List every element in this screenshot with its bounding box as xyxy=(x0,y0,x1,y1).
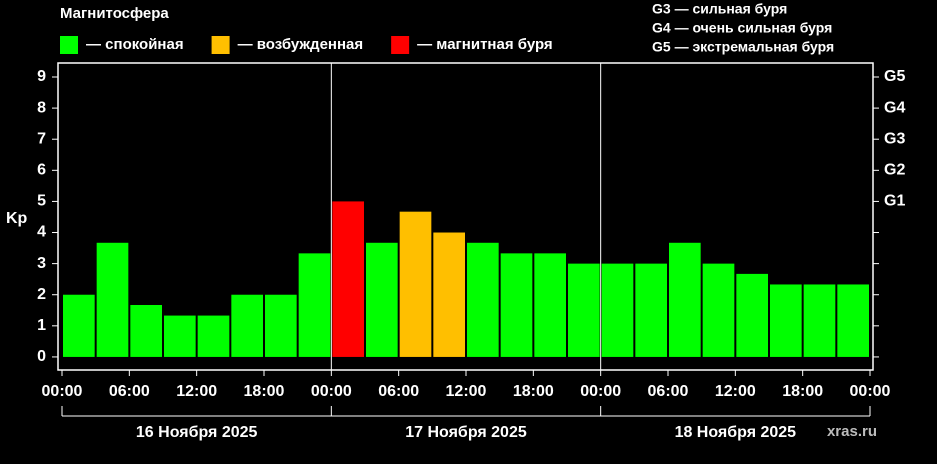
y-tick-label: 4 xyxy=(37,224,46,241)
g-tick-label: G4 xyxy=(884,99,905,116)
g-tick-label: G1 xyxy=(884,193,905,210)
legend-swatch xyxy=(391,36,410,54)
bar xyxy=(265,294,297,357)
bar xyxy=(500,253,533,357)
y-axis-label: Kp xyxy=(6,210,28,227)
y-tick-label: 0 xyxy=(37,348,46,365)
y-tick-label: 1 xyxy=(37,317,46,334)
bar xyxy=(63,294,95,357)
bar xyxy=(702,263,735,357)
note: G4 — очень сильная буря xyxy=(652,20,832,36)
x-tick-label: 06:00 xyxy=(378,383,419,400)
bar xyxy=(803,284,836,357)
legend-label: — спокойная xyxy=(86,36,184,53)
bar xyxy=(534,253,566,357)
bar xyxy=(130,304,162,357)
y-tick-label: 9 xyxy=(37,68,46,85)
bar xyxy=(568,263,600,357)
bar xyxy=(635,263,667,357)
bar xyxy=(197,315,230,357)
note: G3 — сильная буря xyxy=(652,1,787,17)
x-tick-label: 06:00 xyxy=(109,383,150,400)
x-tick-label: 18:00 xyxy=(782,383,823,400)
x-tick-label: 18:00 xyxy=(244,383,285,400)
bar xyxy=(736,273,768,357)
legend-label: — магнитная буря xyxy=(417,36,553,53)
g-tick-label: G2 xyxy=(884,162,905,179)
x-tick-label: 00:00 xyxy=(850,383,891,400)
note: G5 — экстремальная буря xyxy=(652,39,834,55)
bar xyxy=(366,242,398,357)
bar xyxy=(164,315,196,357)
bar xyxy=(231,294,263,357)
x-tick-label: 12:00 xyxy=(176,383,217,400)
x-tick-label: 12:00 xyxy=(446,383,487,400)
bar xyxy=(298,253,331,357)
legend-swatch xyxy=(211,36,230,54)
x-tick-label: 06:00 xyxy=(648,383,689,400)
bar xyxy=(433,232,465,357)
y-tick-label: 5 xyxy=(37,193,46,210)
bar xyxy=(601,263,634,357)
x-tick-label: 00:00 xyxy=(42,383,83,400)
day-label: 17 Ноября 2025 xyxy=(405,424,527,441)
y-tick-label: 6 xyxy=(37,162,46,179)
g-tick-label: G3 xyxy=(884,130,905,147)
bar xyxy=(332,201,364,357)
chart-title: Магнитосфера xyxy=(60,5,169,22)
x-tick-label: 12:00 xyxy=(715,383,756,400)
day-label: 16 Ноября 2025 xyxy=(136,424,258,441)
bar xyxy=(837,284,869,357)
g-tick-label: G5 xyxy=(884,68,905,85)
x-tick-label: 00:00 xyxy=(580,383,621,400)
y-tick-label: 7 xyxy=(37,130,46,147)
bar xyxy=(96,242,129,357)
y-tick-label: 2 xyxy=(37,286,46,303)
day-label: 18 Ноября 2025 xyxy=(675,424,797,441)
legend-swatch xyxy=(60,36,78,54)
bar xyxy=(399,211,432,357)
y-tick-label: 3 xyxy=(37,255,46,272)
bar xyxy=(669,242,701,357)
x-tick-label: 00:00 xyxy=(311,383,352,400)
watermark: xras.ru xyxy=(827,423,877,440)
y-tick-label: 8 xyxy=(37,99,46,116)
bar xyxy=(467,242,499,357)
legend-label: — возбужденная xyxy=(238,36,364,53)
bar xyxy=(770,284,802,357)
x-tick-label: 18:00 xyxy=(513,383,554,400)
